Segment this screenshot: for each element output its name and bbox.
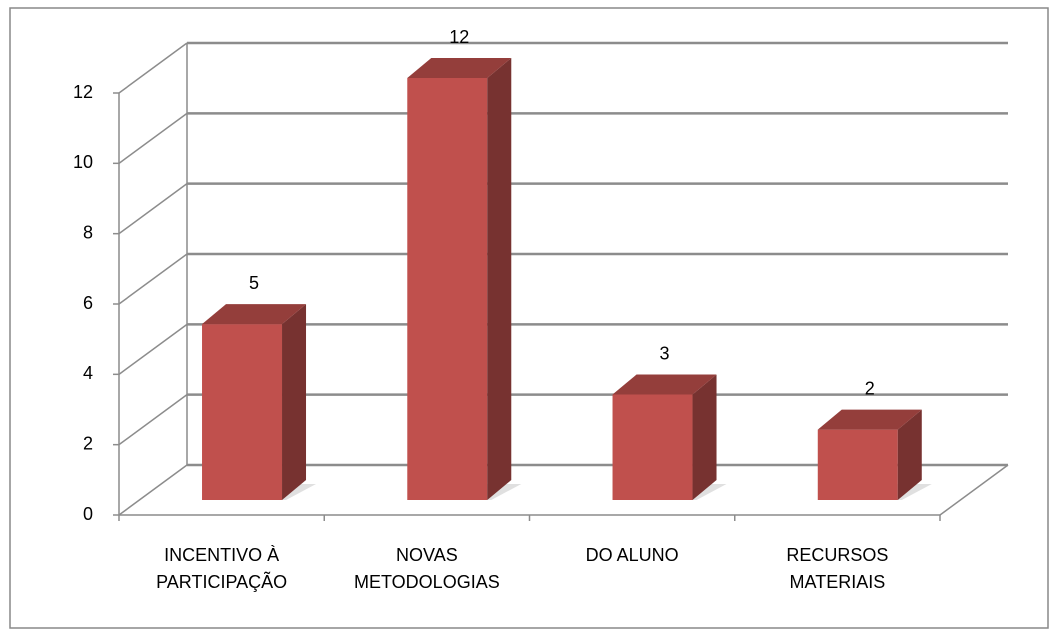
bar: [612, 374, 727, 500]
x-tick-label: NOVAS METODOLOGIAS: [354, 545, 500, 592]
grid-line-side: [118, 394, 188, 446]
grid-line-side: [118, 183, 188, 235]
bar: [817, 409, 932, 500]
grid-line-side: [118, 323, 188, 375]
bar-front: [202, 324, 283, 500]
bar-top: [407, 58, 512, 78]
bar-side: [692, 374, 717, 500]
grid-line-side: [118, 42, 188, 94]
floor-right: [939, 464, 1009, 516]
x-tick-label: DO ALUNO: [585, 545, 679, 565]
y-tick-label: 4: [83, 363, 93, 383]
value-label: 2: [865, 378, 875, 398]
y-tick-label: 12: [73, 82, 93, 102]
bar-top: [612, 374, 717, 395]
value-label: 5: [249, 273, 259, 293]
bar: [407, 58, 522, 500]
bar-side: [897, 409, 922, 500]
bar: [202, 304, 317, 500]
value-label: 3: [660, 343, 670, 363]
grid-line-side: [118, 464, 188, 516]
y-tick-label: 8: [83, 222, 93, 242]
x-tick-label: RECURSOS MATERIAIS: [786, 545, 889, 592]
y-tick-label: 10: [73, 152, 93, 172]
bar-front: [612, 394, 693, 500]
grid-line-side: [118, 253, 188, 305]
value-label: 12: [449, 27, 469, 47]
bar-front: [407, 78, 488, 500]
bar-front: [817, 429, 898, 500]
bar-top: [817, 409, 922, 430]
bar-side: [487, 58, 512, 500]
bar-top: [202, 304, 307, 325]
y-tick-label: 0: [83, 504, 93, 524]
bar-side: [282, 304, 307, 500]
x-tick-label: INCENTIVO À PARTICIPAÇÃO: [156, 545, 288, 592]
y-tick-label: 2: [83, 433, 93, 453]
grid-line-side: [118, 112, 188, 164]
chart-border: [9, 7, 1049, 629]
y-tick-label: 6: [83, 293, 93, 313]
